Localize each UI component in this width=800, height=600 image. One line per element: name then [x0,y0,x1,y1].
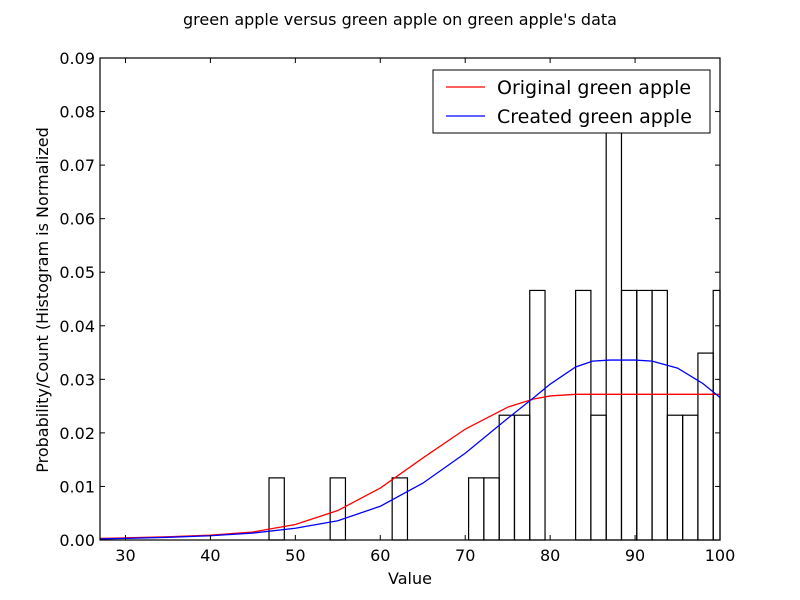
legend: Original green apple Created green apple [432,69,711,134]
legend-label-created: Created green apple [497,106,692,128]
x-axis-label: Value [388,569,432,588]
legend-box [432,69,711,134]
y-tick-label: 0.09 [59,49,95,68]
y-tick-label: 0.05 [59,263,95,282]
y-tick-label: 0.00 [59,531,95,550]
x-tick-label: 80 [540,546,560,565]
y-axis-label: Probability/Count (Histogram is Normaliz… [33,127,52,473]
x-tick-label: 50 [285,546,305,565]
plot-area: 30 40 50 60 70 80 90 100 0.00 0.01 0.02 0.03 0.04 0.0… [59,49,735,565]
created-series-line [99,359,721,540]
chart-title: green apple versus green apple on green … [183,10,617,29]
x-tick-label: 30 [115,546,135,565]
y-tick-label: 0.04 [59,317,95,336]
x-tick-label: 60 [370,546,390,565]
y-tick-label: 0.08 [59,103,95,122]
x-tick-label: 40 [200,546,220,565]
y-tick-label: 0.07 [59,156,95,175]
y-tick-label: 0.02 [59,424,95,443]
legend-label-original: Original green apple [497,77,691,99]
plot-frame [99,57,721,541]
x-tick-label: 70 [455,546,475,565]
y-tick-label: 0.01 [59,477,95,496]
x-tick-label: 90 [625,546,645,565]
y-tick-label: 0.03 [59,370,95,389]
x-tick-label: 100 [705,546,736,565]
y-tick-label: 0.06 [59,210,95,229]
